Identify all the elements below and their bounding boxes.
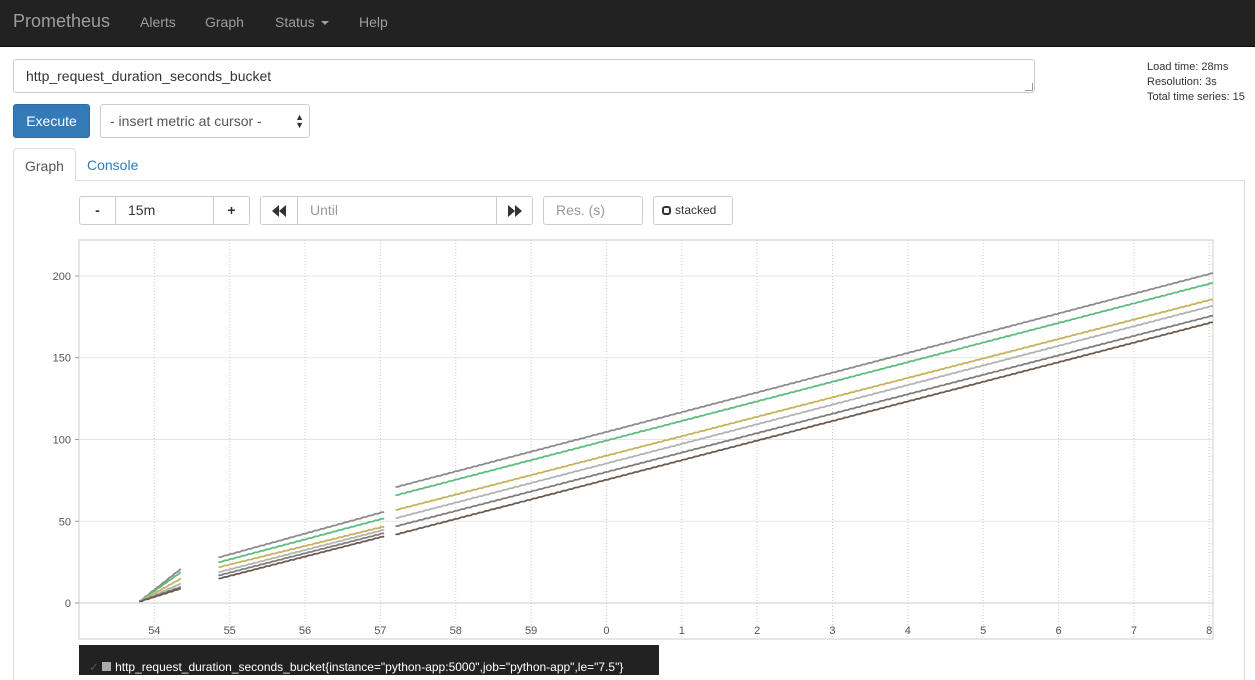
until-placeholder: Until xyxy=(310,202,339,218)
nav-graph[interactable]: Graph xyxy=(205,14,244,30)
fast-forward-icon xyxy=(507,205,522,217)
nav-alerts[interactable]: Alerts xyxy=(140,14,176,30)
nav-status-label: Status xyxy=(275,14,315,30)
resolution: Resolution: 3s xyxy=(1147,76,1217,88)
query-stats: Load time: 28ms Resolution: 3s Total tim… xyxy=(1147,60,1245,105)
legend-label: http_request_duration_seconds_bucket{ins… xyxy=(115,660,624,674)
stacked-label: stacked xyxy=(675,203,717,217)
caret-down-icon xyxy=(320,21,329,26)
range-increase-button[interactable]: + xyxy=(213,196,250,225)
range-decrease-button[interactable]: - xyxy=(79,196,116,225)
nav-status[interactable]: Status xyxy=(275,14,329,30)
expression-text: http_request_duration_seconds_bucket xyxy=(26,68,272,84)
navbar: Prometheus Alerts Graph Status Help xyxy=(0,0,1255,47)
resolution-placeholder: Res. (s) xyxy=(556,202,605,218)
resolution-input[interactable]: Res. (s) xyxy=(543,196,643,225)
check-icon: ✓ xyxy=(89,660,100,674)
execute-button[interactable]: Execute xyxy=(13,104,90,138)
select-arrows-icon: ▲ ▼ xyxy=(295,112,304,130)
end-back-button[interactable] xyxy=(260,196,298,225)
fast-backward-icon xyxy=(272,205,286,217)
tab-graph[interactable]: Graph xyxy=(13,148,76,181)
resize-handle-icon[interactable] xyxy=(1025,83,1033,91)
tab-console[interactable]: Console xyxy=(87,157,139,173)
nav-help[interactable]: Help xyxy=(359,14,388,30)
tab-bar: Graph Console xyxy=(13,148,1245,181)
stacked-toggle-button[interactable]: stacked xyxy=(653,196,733,225)
checkbox-icon xyxy=(662,206,671,215)
series-swatch xyxy=(102,662,112,671)
load-time: Load time: 28ms xyxy=(1147,61,1229,73)
range-input[interactable]: 15m xyxy=(115,196,214,225)
insert-metric-label: - insert metric at cursor - xyxy=(110,113,262,129)
insert-metric-select[interactable]: - insert metric at cursor - ▲ ▼ xyxy=(100,104,310,138)
brand-link[interactable]: Prometheus xyxy=(13,11,111,31)
until-input[interactable]: Until xyxy=(297,196,497,225)
expression-input[interactable]: http_request_duration_seconds_bucket xyxy=(13,59,1035,93)
end-forward-button[interactable] xyxy=(496,196,533,225)
graph-panel xyxy=(13,180,1245,680)
legend[interactable]: ✓ http_request_duration_seconds_bucket{in… xyxy=(79,645,659,675)
total-time-series: Total time series: 15 xyxy=(1147,91,1245,103)
